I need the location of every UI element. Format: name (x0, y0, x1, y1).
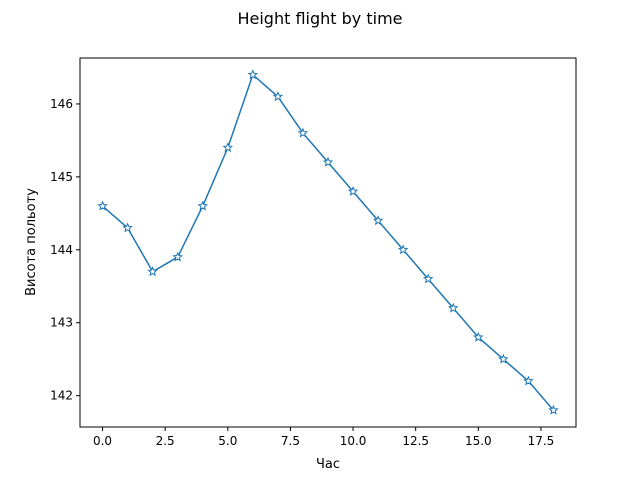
data-point-star (272, 91, 284, 102)
data-point-star (97, 200, 108, 211)
data-point-star (498, 353, 509, 364)
x-tick-label: 2.5 (156, 434, 175, 448)
x-tick-label: 10.0 (340, 434, 367, 448)
y-axis-ticks: 142 143 144 145 146 (50, 97, 80, 403)
data-point-star (347, 185, 359, 196)
data-point-star (247, 69, 259, 80)
data-point-star (122, 222, 133, 233)
x-tick-label: 17.5 (528, 434, 555, 448)
data-point-star (523, 375, 534, 386)
x-tick-label: 5.0 (218, 434, 237, 448)
y-tick-label: 144 (50, 243, 73, 257)
chart-title: Height flight by time (237, 9, 402, 28)
data-point-star (172, 251, 183, 262)
y-tick-label: 143 (50, 316, 73, 330)
y-tick-label: 146 (50, 97, 73, 111)
x-tick-label: 0.0 (93, 434, 112, 448)
data-point-star (222, 142, 234, 153)
data-point-star (422, 273, 434, 284)
x-axis-label: Час (316, 457, 340, 472)
data-point-star (397, 244, 409, 255)
series-layer (97, 69, 559, 415)
x-tick-label: 7.5 (281, 434, 300, 448)
data-point-star (548, 404, 559, 415)
data-point-star (322, 156, 334, 167)
series-line (102, 74, 555, 411)
data-point-star (297, 127, 309, 138)
plot-area-frame (79, 57, 577, 428)
x-axis-ticks: 0.0 2.5 5.0 7.5 10.0 12.5 15.0 17.5 (93, 427, 554, 448)
x-tick-label: 15.0 (465, 434, 492, 448)
y-axis-label: Висота польоту (24, 188, 39, 296)
data-point-star (473, 331, 484, 342)
data-point-star (448, 302, 459, 313)
y-tick-label: 142 (50, 389, 73, 403)
y-tick-label: 145 (50, 170, 73, 184)
data-point-star (372, 215, 384, 226)
data-point-star (147, 266, 158, 277)
data-point-star (197, 200, 208, 211)
x-tick-label: 12.5 (402, 434, 429, 448)
